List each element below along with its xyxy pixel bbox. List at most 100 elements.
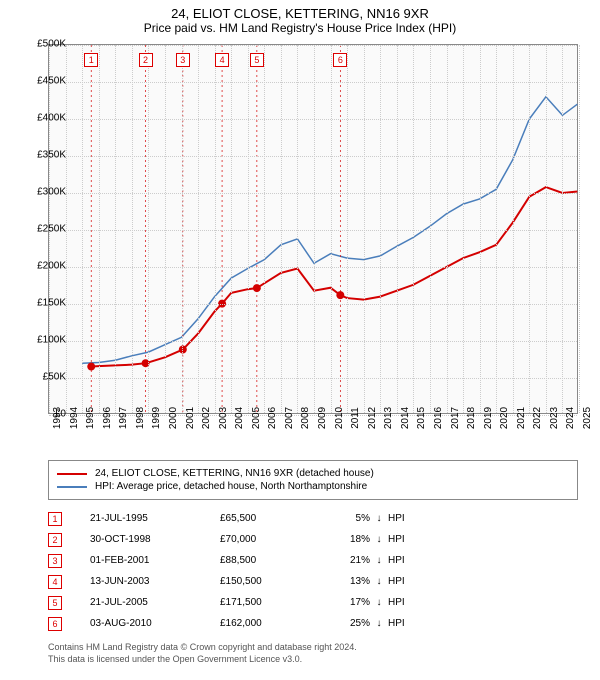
x-tick-label: 2011 xyxy=(350,407,361,429)
y-tick-label: £250K xyxy=(37,224,66,235)
sales-table: 121-JUL-1995£65,5005%↓HPI230-OCT-1998£70… xyxy=(48,508,428,634)
x-tick-label: 2015 xyxy=(416,407,427,429)
x-tick-label: 2009 xyxy=(317,407,328,429)
gridline-h xyxy=(49,267,577,268)
y-tick-label: £450K xyxy=(37,76,66,87)
sale-marker-dot xyxy=(253,284,261,292)
chart-title: 24, ELIOT CLOSE, KETTERING, NN16 9XR xyxy=(0,6,600,21)
sales-row-hpi: HPI xyxy=(388,555,428,566)
sales-row-hpi: HPI xyxy=(388,597,428,608)
x-tick-label: 2018 xyxy=(466,407,477,429)
sale-marker-box: 6 xyxy=(333,53,347,67)
gridline-v xyxy=(397,45,398,413)
x-tick-label: 2001 xyxy=(185,407,196,429)
gridline-v xyxy=(447,45,448,413)
x-tick-label: 1998 xyxy=(135,407,146,429)
gridline-v xyxy=(165,45,166,413)
gridline-v xyxy=(314,45,315,413)
sales-row-marker: 5 xyxy=(48,596,62,610)
gridline-v xyxy=(231,45,232,413)
sales-row: 6 03-AUG-2010£162,00025%↓HPI xyxy=(48,613,428,634)
x-tick-label: 2007 xyxy=(284,407,295,429)
gridline-v xyxy=(513,45,514,413)
x-tick-label: 2016 xyxy=(433,407,444,429)
sales-row-marker: 6 xyxy=(48,617,62,631)
sales-row-hpi: HPI xyxy=(388,618,428,629)
sales-row-date: 03-AUG-2010 xyxy=(90,618,220,629)
sales-row-date: 13-JUN-2003 xyxy=(90,576,220,587)
x-tick-label: 2014 xyxy=(400,407,411,429)
sales-row-pct: 5% xyxy=(320,513,370,524)
chart-subtitle: Price paid vs. HM Land Registry's House … xyxy=(0,21,600,35)
x-tick-label: 2022 xyxy=(532,407,543,429)
x-tick-label: 2025 xyxy=(582,407,593,429)
sales-row-price: £162,000 xyxy=(220,618,320,629)
y-tick-label: £500K xyxy=(37,39,66,50)
sales-row-pct: 18% xyxy=(320,534,370,545)
gridline-v xyxy=(182,45,183,413)
sales-row-marker: 2 xyxy=(48,533,62,547)
footer-attribution: Contains HM Land Registry data © Crown c… xyxy=(48,642,357,665)
sales-row: 121-JUL-1995£65,5005%↓HPI xyxy=(48,508,428,529)
sales-row-price: £171,500 xyxy=(220,597,320,608)
sale-marker-box: 1 xyxy=(84,53,98,67)
x-tick-label: 2013 xyxy=(383,407,394,429)
sales-row-hpi: HPI xyxy=(388,534,428,545)
sales-row: 230-OCT-1998£70,00018%↓HPI xyxy=(48,529,428,550)
y-tick-label: £350K xyxy=(37,150,66,161)
x-tick-label: 2002 xyxy=(201,407,212,429)
y-tick-label: £200K xyxy=(37,261,66,272)
x-tick-label: 2006 xyxy=(267,407,278,429)
chart-plot-area: 123456 xyxy=(48,44,578,414)
footer-line-2: This data is licensed under the Open Gov… xyxy=(48,654,357,666)
gridline-v xyxy=(364,45,365,413)
gridline-v xyxy=(529,45,530,413)
gridline-v xyxy=(99,45,100,413)
sale-marker-box: 5 xyxy=(250,53,264,67)
footer-line-1: Contains HM Land Registry data © Crown c… xyxy=(48,642,357,654)
legend-swatch-price xyxy=(57,473,87,475)
y-tick-label: £100K xyxy=(37,335,66,346)
down-arrow-icon: ↓ xyxy=(370,597,388,608)
gridline-v xyxy=(215,45,216,413)
gridline-v xyxy=(82,45,83,413)
sales-row: 301-FEB-2001£88,50021%↓HPI xyxy=(48,550,428,571)
gridline-v xyxy=(198,45,199,413)
sales-row: 5 21-JUL-2005£171,50017%↓HPI xyxy=(48,592,428,613)
sales-row-hpi: HPI xyxy=(388,513,428,524)
gridline-h xyxy=(49,156,577,157)
x-tick-label: 2024 xyxy=(565,407,576,429)
gridline-v xyxy=(115,45,116,413)
x-tick-label: 1999 xyxy=(151,407,162,429)
sales-row-pct: 25% xyxy=(320,618,370,629)
down-arrow-icon: ↓ xyxy=(370,618,388,629)
gridline-v xyxy=(347,45,348,413)
gridline-h xyxy=(49,304,577,305)
y-tick-label: £150K xyxy=(37,298,66,309)
x-tick-label: 2003 xyxy=(218,407,229,429)
gridline-h xyxy=(49,193,577,194)
x-tick-label: 1993 xyxy=(52,407,63,429)
legend-row-hpi: HPI: Average price, detached house, Nort… xyxy=(57,481,569,492)
x-tick-label: 1995 xyxy=(85,407,96,429)
sales-row-pct: 17% xyxy=(320,597,370,608)
chart-lines-svg xyxy=(49,45,577,413)
x-tick-label: 1994 xyxy=(69,407,80,429)
x-tick-label: 2021 xyxy=(516,407,527,429)
down-arrow-icon: ↓ xyxy=(370,534,388,545)
gridline-v xyxy=(430,45,431,413)
x-tick-label: 2023 xyxy=(549,407,560,429)
gridline-h xyxy=(49,119,577,120)
gridline-h xyxy=(49,341,577,342)
y-tick-label: £400K xyxy=(37,113,66,124)
title-block: 24, ELIOT CLOSE, KETTERING, NN16 9XR Pri… xyxy=(0,0,600,37)
sales-row-date: 21-JUL-2005 xyxy=(90,597,220,608)
x-tick-label: 2004 xyxy=(234,407,245,429)
sale-marker-box: 2 xyxy=(139,53,153,67)
x-tick-label: 2005 xyxy=(251,407,262,429)
gridline-v xyxy=(413,45,414,413)
sales-row: 413-JUN-2003£150,50013%↓HPI xyxy=(48,571,428,592)
sale-marker-dot xyxy=(87,363,95,371)
gridline-v xyxy=(480,45,481,413)
gridline-h xyxy=(49,45,577,46)
